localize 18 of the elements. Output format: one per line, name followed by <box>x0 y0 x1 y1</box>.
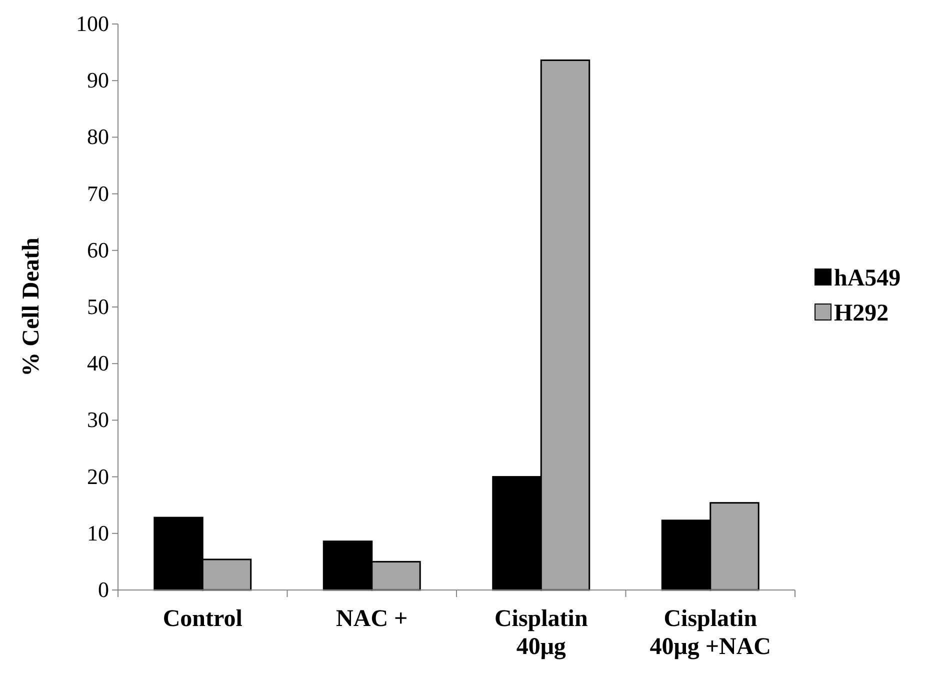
y-tick-label: 70 <box>87 180 109 206</box>
y-tick-label: 20 <box>87 464 109 489</box>
x-tick-label: Control <box>162 606 243 632</box>
y-tick-label: 0 <box>98 577 109 602</box>
x-tick-label: Cisplatin 40μg <box>494 606 588 660</box>
legend-label: hA549 <box>834 265 901 292</box>
legend-label: H292 <box>834 300 889 326</box>
y-tick-label: 100 <box>76 11 109 36</box>
y-tick-label: 60 <box>87 237 109 262</box>
y-tick-label: 90 <box>87 68 109 93</box>
y-axis-title: % Cell Death <box>18 238 44 376</box>
y-tick-label: 50 <box>87 294 109 320</box>
y-tick-label: 80 <box>87 124 109 150</box>
x-tick-label: Cisplatin 40μg +NAC <box>650 606 772 660</box>
y-tick-label: 40 <box>87 350 109 376</box>
y-tick-label: 10 <box>87 520 109 546</box>
y-tick-label: 30 <box>87 407 109 432</box>
x-tick-label: NAC + <box>336 606 408 632</box>
